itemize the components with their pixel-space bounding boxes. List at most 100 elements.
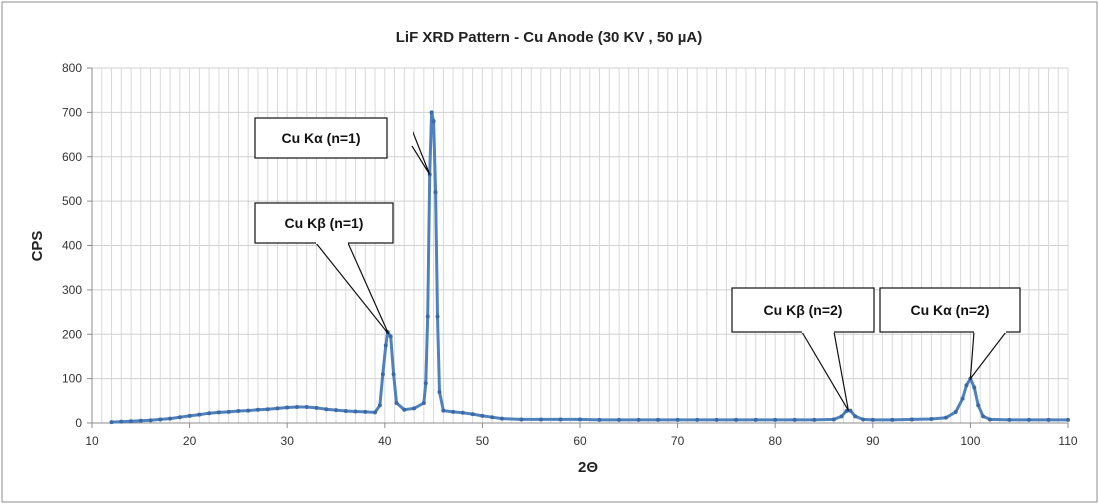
data-point [425, 314, 430, 319]
x-tick-label: 80 [769, 434, 783, 448]
x-tick-label: 90 [866, 434, 880, 448]
data-point [519, 417, 524, 422]
data-point [437, 389, 442, 394]
data-point [148, 418, 153, 423]
gridlines [91, 67, 1069, 424]
callout: Cu Kβ (n=2) [731, 287, 875, 411]
data-point [890, 417, 895, 422]
chart-title: LiF XRD Pattern - Cu Anode (30 KV , 50 µ… [396, 29, 702, 46]
callout: Cu Kβ (n=1) [254, 202, 394, 335]
y-tick-label: 600 [62, 150, 82, 164]
x-tick-label: 100 [960, 434, 980, 448]
callout: Cu Kα (n=1) [254, 117, 431, 175]
data-point [168, 416, 173, 421]
x-tick-label: 20 [183, 434, 197, 448]
callout-box [731, 287, 875, 333]
data-point [109, 420, 114, 425]
data-point [423, 381, 428, 386]
y-tick-label: 300 [62, 283, 82, 297]
data-point [964, 383, 969, 388]
data-point [129, 419, 134, 424]
data-point [870, 417, 875, 422]
data-point [324, 407, 329, 412]
data-point [1007, 417, 1012, 422]
y-tick-label: 500 [62, 194, 82, 208]
data-point [734, 417, 739, 422]
y-tick-label: 0 [75, 416, 82, 430]
data-point [394, 401, 399, 406]
data-point [499, 416, 504, 421]
data-point [187, 413, 192, 418]
y-tick-label: 200 [62, 327, 82, 341]
data-point [656, 417, 661, 422]
data-point [377, 403, 382, 408]
data-point [380, 372, 385, 377]
data-point [558, 417, 563, 422]
data-point [236, 409, 241, 414]
data-point [1046, 417, 1051, 422]
data-point [275, 406, 280, 411]
data-point [831, 417, 836, 422]
data-point [695, 417, 700, 422]
x-tick-label: 60 [573, 434, 587, 448]
data-point [753, 417, 758, 422]
callout-label: Cu Kα (n=2) [911, 302, 990, 318]
x-tick-label: 70 [671, 434, 685, 448]
y-tick-label: 700 [62, 105, 82, 119]
data-point [353, 409, 358, 414]
data-point [617, 417, 622, 422]
data-point [1066, 417, 1070, 422]
data-point [363, 409, 368, 414]
data-point [538, 417, 543, 422]
data-point [773, 417, 778, 422]
data-point [987, 417, 992, 422]
data-point [138, 418, 143, 423]
x-tick-label: 50 [476, 434, 490, 448]
data-point [972, 385, 977, 390]
data-point [944, 415, 948, 420]
data-point [953, 409, 958, 414]
data-point [839, 414, 844, 419]
callout-box [254, 117, 388, 159]
x-tick-label: 110 [1058, 434, 1077, 448]
data-point [226, 409, 231, 414]
data-point [343, 409, 348, 414]
y-tick-label: 100 [62, 372, 82, 386]
y-tick-label: 800 [62, 61, 82, 75]
data-point [909, 417, 914, 422]
data-point [431, 119, 436, 124]
data-point [383, 343, 388, 348]
y-tick-label: 400 [62, 239, 82, 253]
data-point [294, 405, 299, 410]
data-point [960, 396, 965, 401]
data-point [391, 372, 396, 377]
data-point [429, 110, 434, 115]
callout-box [879, 287, 1021, 333]
data-point [177, 415, 182, 420]
data-point [119, 419, 124, 424]
data-point [460, 410, 465, 415]
data-point [929, 417, 934, 422]
data-series [109, 110, 1070, 425]
data-point [480, 413, 485, 418]
data-point [421, 401, 426, 406]
data-point [675, 417, 680, 422]
data-point [976, 403, 981, 408]
callout-box [254, 202, 394, 244]
data-point [433, 190, 438, 195]
callout-label: Cu Kα (n=1) [282, 130, 361, 146]
data-point [246, 408, 251, 413]
data-point [265, 407, 270, 412]
y-axis-label: CPS [29, 231, 46, 262]
data-point [334, 408, 338, 413]
axes: 0 100 200 300 400 500 600 700 800 10 20 30 40 50 60 70 8… [62, 61, 1078, 448]
data-point [255, 407, 260, 412]
data-point [848, 408, 853, 413]
data-point [441, 408, 446, 413]
data-point [853, 414, 858, 419]
data-point [451, 409, 456, 414]
data-point [412, 406, 417, 411]
